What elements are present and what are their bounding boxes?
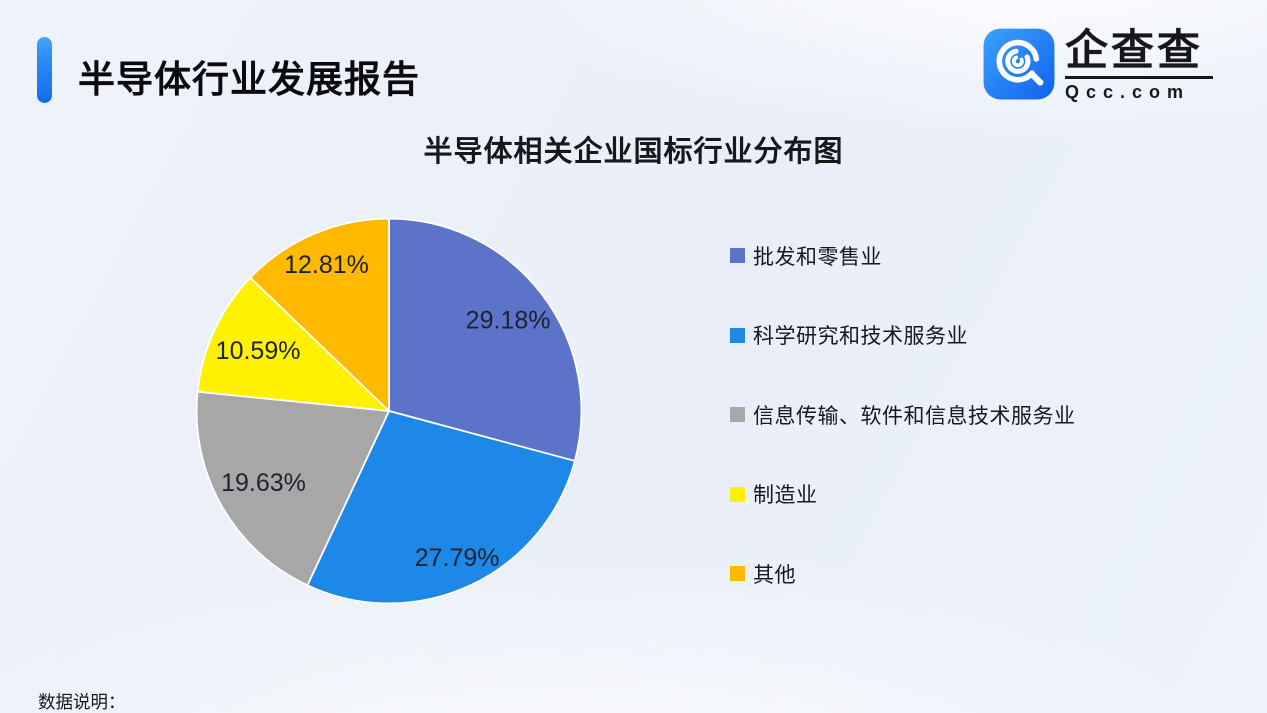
- logo-name: 企查查: [1065, 27, 1203, 75]
- chart-title: 半导体相关企业国标行业分布图: [423, 136, 844, 168]
- pie-slice-4: [249, 217, 390, 412]
- legend-label-2: 信息传输、软件和信息技术服务业: [753, 404, 1076, 428]
- title-accent-bar: [37, 37, 52, 103]
- legend-label-1: 科学研究和技术服务业: [753, 325, 968, 349]
- pie-slice-3: [196, 276, 390, 412]
- legend-item-1: 科学研究和技术服务业: [730, 296, 1076, 376]
- legend-swatch-1: [730, 327, 745, 343]
- qcc-magnifier-icon: [983, 28, 1055, 100]
- legend-swatch-0: [730, 248, 745, 264]
- legend-swatch-4: [730, 566, 745, 582]
- footnote-heading: 数据说明：: [38, 692, 126, 712]
- page-title: 半导体行业发展报告: [78, 59, 420, 100]
- legend-item-0: 批发和零售业: [730, 216, 1076, 296]
- legend-item-2: 信息传输、软件和信息技术服务业: [730, 375, 1076, 455]
- pie-slice-2: [195, 390, 390, 587]
- logo-text: 企查查 Qcc.com: [1065, 28, 1217, 103]
- pie-slice-1: [306, 410, 576, 605]
- legend-label-4: 其他: [753, 563, 796, 587]
- pie-slice-label-4: 12.81%: [284, 251, 369, 279]
- legend-swatch-2: [730, 407, 745, 423]
- legend-item-3: 制造业: [730, 455, 1076, 535]
- pie-slice-label-1: 27.79%: [415, 544, 500, 572]
- legend-item-4: 其他: [730, 534, 1076, 614]
- footnotes: 数据说明： 1.仅统计企业名称、经营范围、品牌产品名称包含关键词“芯片、半导体、…: [38, 606, 869, 713]
- pie-slice-0: [388, 217, 583, 462]
- pie-chart: 29.18% 27.79% 19.63% 10.59% 12.81%: [187, 209, 591, 613]
- qcc-logo: 企查查 Qcc.com: [983, 28, 1217, 103]
- pie-slice-label-2: 19.63%: [221, 469, 306, 497]
- pie-slice-label-0: 29.18%: [466, 306, 551, 334]
- logo-domain: Qcc.com: [1065, 82, 1191, 102]
- pie-slice-label-3: 10.59%: [216, 337, 301, 365]
- logo-divider: [1065, 76, 1213, 79]
- legend-label-0: 批发和零售业: [753, 245, 882, 269]
- legend: 批发和零售业科学研究和技术服务业信息传输、软件和信息技术服务业 制造业其他: [730, 216, 1076, 614]
- legend-label-3: 制造业: [753, 484, 818, 508]
- legend-swatch-3: [730, 486, 745, 502]
